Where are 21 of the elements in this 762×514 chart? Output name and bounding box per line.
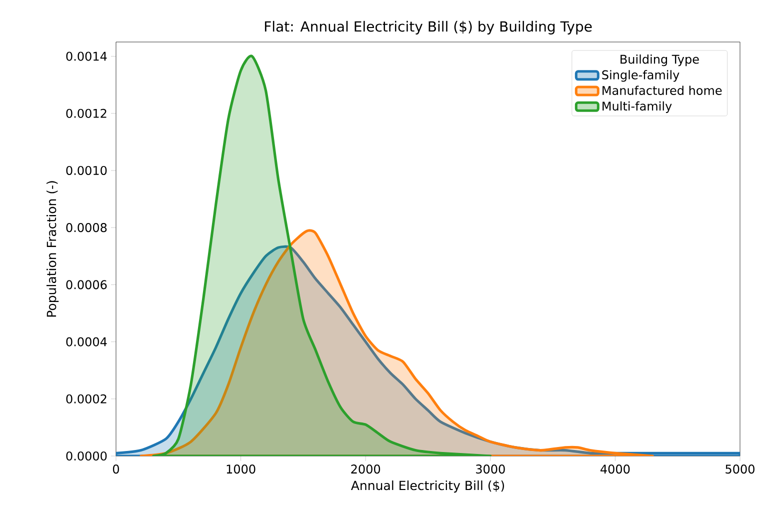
legend-label: Single-family bbox=[602, 70, 680, 82]
y-tick-label: 0.0014 bbox=[66, 52, 107, 61]
y-tick-label: 0.0004 bbox=[66, 337, 107, 346]
chart-title: Flat: Annual Electricity Bill ($) by Building Type bbox=[264, 20, 592, 34]
x-tick-label: 0 bbox=[112, 464, 120, 474]
x-tick-label: 5000 bbox=[726, 464, 754, 474]
y-tick-label: 0.0010 bbox=[66, 166, 107, 176]
x-tick-label: 1000 bbox=[226, 464, 256, 474]
legend-label: Multi-family bbox=[602, 101, 672, 113]
y-tick-label: 0.0006 bbox=[66, 280, 107, 290]
x-tick-label: 3000 bbox=[476, 464, 505, 474]
y-tick-label: 0.0008 bbox=[66, 223, 107, 232]
x-tick-label: 4000 bbox=[600, 464, 630, 474]
y-tick-label: 0.0012 bbox=[66, 108, 106, 118]
x-axis-title: Annual Electricity Bill ($) bbox=[351, 480, 504, 493]
y-tick-label: 0.0002 bbox=[66, 394, 106, 404]
x-tick-label: 2000 bbox=[351, 464, 380, 474]
legend-label: Manufactured home bbox=[602, 86, 722, 96]
legend-title: Building Type bbox=[620, 54, 699, 66]
y-axis-title: Population Fraction (-) bbox=[46, 181, 59, 317]
y-tick-label: 0.0000 bbox=[66, 451, 107, 461]
